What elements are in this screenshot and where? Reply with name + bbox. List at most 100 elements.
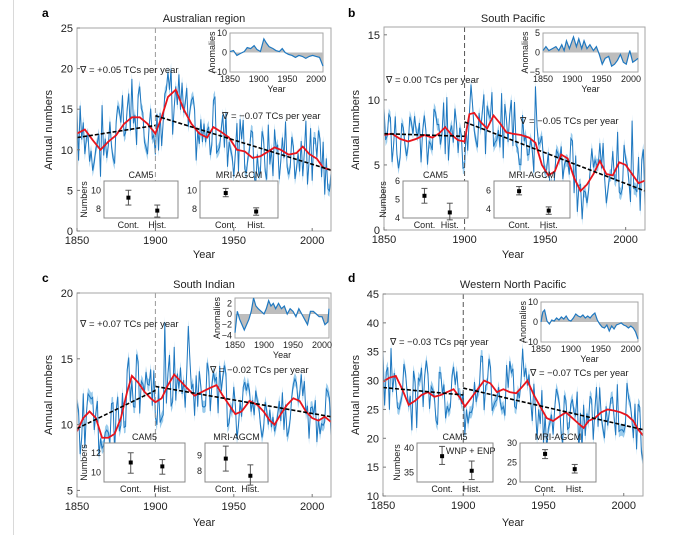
category-label: Cont. [508, 220, 530, 230]
anomaly-x-tick-label: 2000 [312, 340, 332, 350]
anomaly-line [540, 308, 639, 340]
y-axis-label: Annual numbers [43, 354, 55, 435]
x-tick-label: 1900 [143, 235, 167, 247]
annual-series-line [383, 348, 643, 462]
mean-marker [469, 468, 474, 473]
category-label: Hist. [241, 484, 259, 494]
anomaly-line [542, 34, 639, 68]
anomaly-y-tick-label: 0 [227, 309, 232, 319]
model-inset-y-tick-label: 40 [404, 443, 414, 453]
y-tick-label: 45 [367, 289, 379, 301]
x-tick-label: 1900 [452, 234, 476, 246]
model-inset-frame [199, 180, 279, 219]
anomaly-line [234, 297, 330, 333]
model-inset-title: CAM5 [442, 432, 467, 442]
category-label: Cont. [431, 484, 453, 494]
model-inset-title: CAM5 [128, 170, 153, 180]
model-inset-y-label: Numbers [79, 444, 89, 481]
category-label: Cont. [120, 484, 142, 494]
x-tick-label: 2000 [613, 234, 637, 246]
anomaly-y-tick-label: −5 [530, 67, 540, 77]
anomaly-x-tick-label: 1900 [249, 74, 269, 84]
model-inset-y-label: Numbers [79, 181, 89, 218]
category-label: Hist. [540, 220, 558, 230]
model-inset-frame [416, 442, 494, 483]
axes-frame [76, 27, 332, 232]
anomaly-x-tick-label: 1950 [591, 344, 611, 354]
model-inset-y-tick-label: 30 [507, 438, 517, 448]
model-inset-y-tick-label: 4 [486, 204, 491, 214]
anomaly-y-tick-label: 10 [528, 297, 538, 307]
trend-line [464, 121, 645, 192]
category-label: Cont. [215, 484, 237, 494]
mean-marker [422, 193, 427, 198]
mean-marker [160, 464, 165, 469]
mean-marker [128, 460, 133, 465]
y-tick-label: 5 [67, 485, 73, 497]
axes-frame [383, 26, 646, 231]
category-label: Cont. [414, 220, 436, 230]
mean-marker [440, 454, 445, 459]
anomaly-x-label: Year [580, 354, 598, 364]
panel-letter: b [348, 6, 355, 20]
mean-marker [546, 208, 551, 213]
y-axis-label: Annual numbers [350, 354, 362, 435]
model-inset-y-tick-label: 25 [507, 458, 517, 468]
y-tick-label: 10 [368, 95, 380, 107]
model-inset-title: CAM5 [132, 432, 157, 442]
anomaly-y-tick-label: 0 [222, 48, 227, 58]
mean-marker [248, 473, 253, 478]
y-tick-label: 10 [61, 420, 73, 432]
x-tick-label: 2000 [300, 235, 324, 247]
mean-marker [517, 189, 522, 194]
x-tick-label: 1850 [65, 235, 89, 247]
mean-marker [223, 456, 228, 461]
y-tick-label: 5 [374, 160, 380, 172]
x-tick-label: 2000 [611, 500, 635, 512]
y-tick-label: 20 [61, 288, 73, 300]
category-label: Cont. [118, 220, 140, 230]
smoothed-series-line [77, 373, 331, 439]
axes-frame [382, 293, 644, 497]
x-tick-label: 1950 [222, 235, 246, 247]
y-tick-label: 30 [367, 376, 379, 388]
trend-line [383, 386, 464, 396]
model-inset-frame [103, 442, 186, 483]
y-tick-label: 5 [67, 185, 73, 197]
model-inset-y-tick-label: 10 [187, 185, 197, 195]
mean-marker [543, 451, 548, 456]
anomaly-y-label: Anomalies [212, 296, 222, 339]
annual-series-line [77, 68, 331, 195]
panel-title: South Pacific [481, 13, 546, 25]
anomaly-y-tick-label: 10 [217, 28, 227, 38]
panel-c: c South Indian ∇ = +0.07 TCs per year ∇ =… [42, 271, 332, 529]
anomaly-inset-frame [234, 297, 330, 339]
category-label: Cont. [215, 220, 237, 230]
mean-marker [126, 195, 131, 200]
y-tick-label: 0 [67, 226, 73, 238]
y-tick-label: 15 [367, 462, 379, 474]
anomaly-fill-area [543, 36, 638, 67]
trend-label: ∇ = −0.02 TCs per year [209, 365, 309, 376]
x-tick-label: 1850 [371, 500, 395, 512]
anomaly-line [229, 37, 324, 67]
y-tick-label: 20 [367, 433, 379, 445]
anomaly-x-tick-label: 1850 [531, 344, 551, 354]
trend-label: ∇ = +0.07 TCs per year [79, 319, 179, 330]
smoothed-series-line [77, 88, 331, 171]
anomaly-x-tick-label: 1950 [277, 74, 297, 84]
y-tick-label: 20 [61, 64, 73, 76]
model-inset-y-tick-label: 4 [395, 213, 400, 223]
plot-clip-group [384, 27, 645, 230]
anomaly-x-tick-label: 1950 [592, 74, 612, 84]
model-inset-y-tick-label: 12 [91, 448, 101, 458]
model-inset-frame [103, 180, 179, 219]
anomaly-x-tick-label: 1850 [220, 74, 240, 84]
anomaly-y-tick-label: −2 [222, 320, 232, 330]
trend-line [463, 387, 643, 431]
panel-title: Western North Pacific [460, 279, 567, 291]
model-inset-y-tick-label: 6 [395, 176, 400, 186]
anomaly-y-label: Anomalies [520, 31, 530, 74]
category-label: Cont. [534, 484, 556, 494]
